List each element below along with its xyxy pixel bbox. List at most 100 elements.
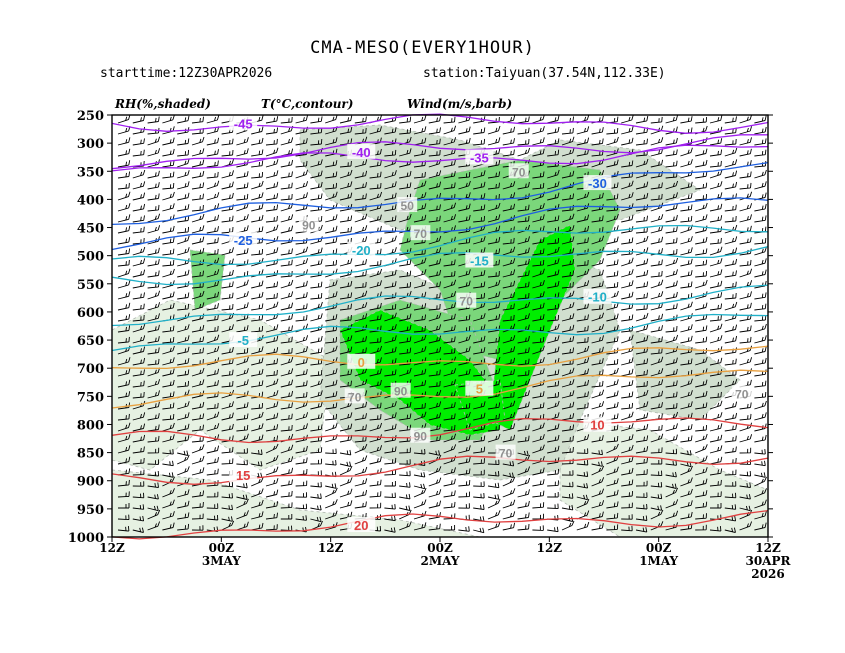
wind-barb [251, 171, 264, 179]
temperature-contour [111, 113, 769, 134]
wind-barb [147, 204, 160, 212]
wind-barb [325, 499, 338, 509]
wind-barb [695, 259, 708, 267]
wind-barb [162, 499, 175, 509]
wind-barb [428, 303, 441, 311]
wind-barb [354, 401, 368, 410]
wind-barb [487, 482, 500, 489]
wind-barb [680, 511, 693, 520]
wind-barb [635, 192, 649, 201]
x-tick-label: 00Z [427, 541, 453, 555]
rh-shade-region [489, 224, 576, 431]
wind-barb [561, 446, 574, 454]
wind-barb [724, 527, 736, 533]
wind-barb [517, 401, 530, 410]
wind-barb [709, 115, 723, 124]
wind-barb [473, 215, 486, 223]
wind-barb [251, 346, 264, 355]
wind-barb [724, 247, 738, 256]
wind-barb [517, 127, 530, 135]
wind-barb [724, 469, 737, 476]
wind-barb [576, 237, 589, 245]
y-tick-label: 900 [77, 475, 104, 490]
wind-barb [650, 368, 664, 377]
wind-barb [591, 324, 605, 333]
wind-barb [325, 448, 337, 455]
wind-barb [265, 390, 279, 399]
wind-barb [280, 159, 294, 168]
wind-barb [117, 268, 131, 278]
wind-barb [547, 314, 560, 322]
wind-barb [236, 291, 249, 300]
wind-barb [265, 335, 279, 344]
wind-barb [384, 149, 397, 157]
wind-barb [621, 237, 634, 245]
wind-barb [473, 469, 485, 476]
wind-barb [591, 449, 603, 456]
wind-barb [221, 170, 234, 179]
wind-barb [325, 379, 338, 388]
wind-barb [443, 368, 457, 377]
wind-barb [517, 500, 530, 509]
wind-barb [754, 488, 767, 498]
wind-barb [502, 246, 516, 256]
wind-barb [443, 182, 456, 190]
wind-barb [265, 378, 279, 388]
wind-barb [132, 203, 146, 212]
wind-barb [724, 424, 737, 432]
wind-barb [206, 291, 220, 300]
wind-barb [384, 335, 397, 344]
wind-barb [695, 182, 708, 190]
wind-barb [310, 369, 323, 377]
wind-barb [147, 182, 160, 190]
wind-barb [325, 214, 338, 223]
wind-barb [576, 126, 590, 135]
wind-barb [162, 171, 175, 179]
temp-legend-label: T(°C,contour) [261, 97, 354, 111]
wind-barb [547, 369, 560, 377]
wind-barb [443, 259, 456, 267]
wind-barb [206, 514, 219, 521]
rh-label: 70 [512, 165, 526, 179]
wind-barb [265, 466, 279, 476]
wind-barb [132, 357, 146, 366]
wind-barb [532, 479, 545, 487]
wind-barb [132, 215, 145, 223]
wind-barb [458, 445, 471, 454]
wind-barb [621, 479, 634, 487]
wind-barb [399, 148, 412, 157]
contour-label: -35 [470, 150, 489, 165]
contour-label-bg [583, 175, 612, 191]
wind-barb [443, 279, 457, 289]
wind-barb [132, 226, 145, 234]
wind-barb [206, 314, 219, 322]
wind-barb [280, 502, 293, 509]
wind-barb [162, 413, 175, 421]
x-tick-label: 2MAY [421, 554, 460, 568]
wind-barb [369, 456, 382, 465]
wind-barb [709, 181, 723, 190]
temperature-contour-layer [111, 113, 769, 540]
wind-barb [458, 180, 471, 190]
wind-barb [251, 303, 264, 311]
wind-barb [576, 494, 588, 501]
wind-barb [680, 281, 693, 289]
wind-barb [251, 511, 264, 520]
wind-barb [369, 160, 382, 168]
x-tick-label: 30APR [745, 554, 791, 568]
rh-label: 50 [401, 199, 415, 213]
wind-barb [265, 181, 279, 190]
wind-barb [532, 214, 545, 223]
wind-barb [650, 259, 663, 267]
wind-barb [458, 456, 471, 465]
wind-barb [147, 505, 159, 512]
wind-barb [310, 193, 323, 201]
wind-barb [339, 303, 352, 311]
wind-barb [399, 413, 412, 421]
wind-barb [591, 488, 605, 498]
wind-barb [310, 516, 322, 523]
wind-barb [310, 313, 323, 322]
wind-barb [251, 402, 264, 410]
wind-barb [443, 325, 456, 333]
wind-barb [117, 291, 131, 300]
